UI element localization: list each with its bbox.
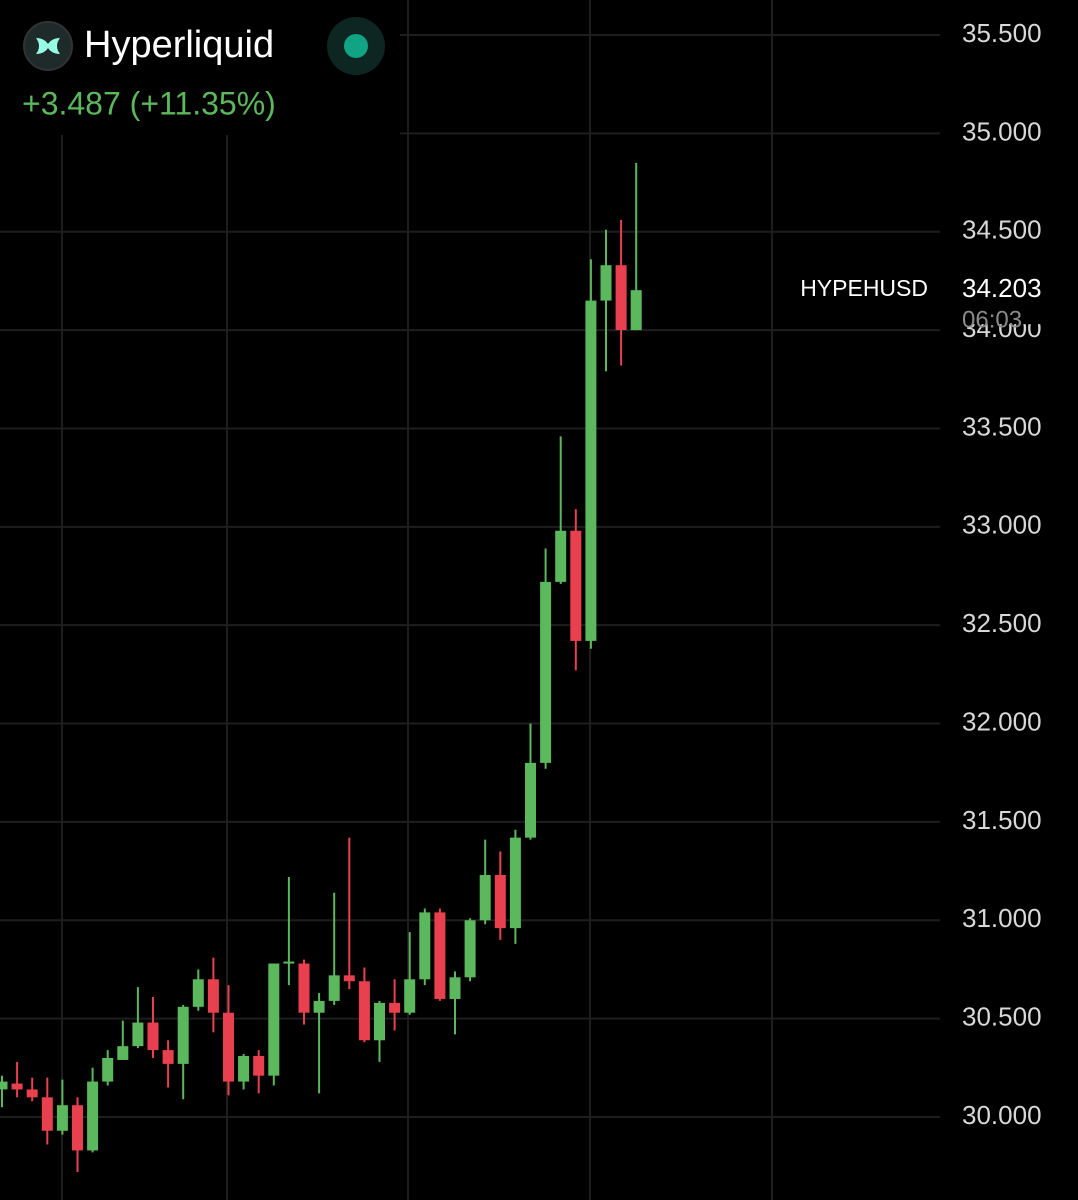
candle-body	[464, 920, 476, 978]
candle-body	[525, 762, 536, 838]
candle-body	[600, 265, 612, 301]
y-tick-label: 31.000	[962, 903, 1042, 933]
candle-body	[207, 979, 219, 1013]
candle-body	[147, 1022, 159, 1051]
candle-body	[56, 1105, 68, 1131]
time-grid	[61, 0, 773, 1200]
candle-body	[343, 975, 355, 982]
candle-body	[132, 1022, 144, 1047]
candle-body	[374, 1002, 385, 1041]
y-tick-label: 35.000	[962, 116, 1042, 146]
asset-name: Hyperliquid	[84, 24, 274, 66]
candle-body	[0, 1081, 8, 1090]
candle-body	[26, 1089, 38, 1098]
last-price: 34.203	[962, 273, 1042, 303]
y-tick-label: 30.000	[962, 1100, 1042, 1130]
candle-body	[223, 1012, 234, 1082]
candles	[0, 162, 642, 1173]
candle-body	[298, 963, 310, 1013]
y-tick-label: 34.500	[962, 215, 1042, 245]
candle-body	[540, 581, 552, 763]
candle-body	[509, 837, 521, 929]
price-change: +3.487 (+11.35%)	[22, 85, 276, 121]
candle-body	[449, 977, 461, 999]
candle-body	[117, 1046, 129, 1060]
y-tick-label: 33.000	[962, 510, 1042, 540]
y-tick-label: 35.500	[962, 18, 1042, 48]
y-tick-label: 32.000	[962, 706, 1042, 736]
candle-body	[615, 265, 627, 331]
candle-body	[253, 1056, 265, 1076]
y-tick-label: 32.500	[962, 608, 1042, 638]
candle-body	[555, 530, 567, 582]
y-tick-label: 31.500	[962, 805, 1042, 835]
candle-body	[389, 1002, 401, 1013]
candle-body	[268, 963, 280, 1076]
y-tick-label: 30.500	[962, 1001, 1042, 1031]
candle-body	[434, 912, 446, 999]
candle-body	[585, 300, 597, 641]
candle-body	[11, 1083, 23, 1090]
price-grid	[0, 34, 940, 1118]
candle-body	[87, 1081, 99, 1151]
candle-body	[404, 979, 416, 1013]
price-label-bg	[945, 272, 1078, 325]
symbol-label: HYPEHUSD	[800, 275, 928, 301]
candle-body	[41, 1097, 53, 1131]
countdown: 06:03	[962, 307, 1022, 334]
candle-body	[328, 975, 340, 1001]
candle-body	[283, 961, 295, 964]
candle-body	[192, 979, 204, 1007]
candle-body	[630, 290, 642, 331]
candle-body	[570, 530, 582, 641]
status-dot	[344, 34, 368, 58]
candle-body	[102, 1057, 114, 1082]
candle-body	[72, 1105, 83, 1151]
candle-body	[419, 912, 431, 980]
candle-body	[479, 875, 491, 921]
candle-body	[238, 1056, 250, 1082]
candle-body	[162, 1050, 174, 1064]
candle-body	[177, 1006, 189, 1064]
header-backdrop	[0, 0, 400, 135]
candle-body	[494, 875, 506, 929]
axis-labels: 30.000 30.500 31.000 31.500 32.000 32.500 33.0…	[800, 18, 1078, 1130]
y-tick-label: 33.500	[962, 411, 1042, 441]
candle-body	[313, 1000, 325, 1013]
candle-body	[358, 981, 370, 1041]
logo-mark	[36, 38, 60, 54]
